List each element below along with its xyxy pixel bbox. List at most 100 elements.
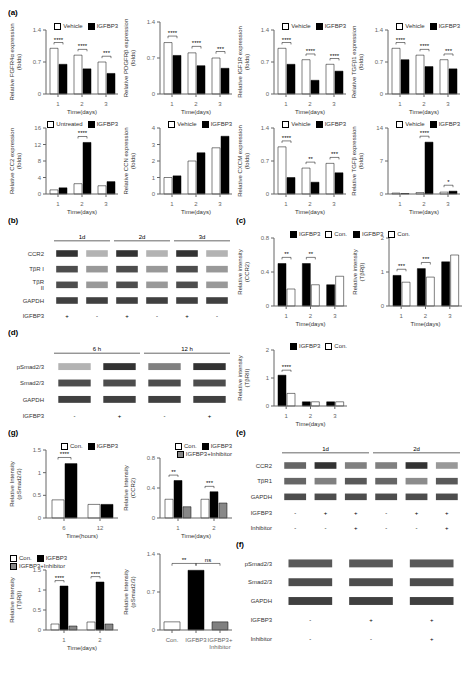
svg-text:3d: 3d [199,234,206,240]
svg-text:Relative CC2 expression(folds): Relative CC2 expression(folds) [9,128,22,194]
svg-text:2: 2 [309,313,313,319]
svg-text:Relative Intensity(pSmad2/3): Relative Intensity(pSmad2/3) [9,461,22,507]
svg-text:0.7: 0.7 [147,589,156,595]
svg-text:0.8: 0.8 [261,235,270,241]
svg-text:1: 1 [399,313,403,319]
svg-text:pSmad2/3: pSmad2/3 [245,561,273,567]
svg-text:2: 2 [152,158,156,164]
svg-text:****: **** [420,43,430,49]
svg-text:3: 3 [448,313,452,319]
svg-text:1: 1 [266,375,270,381]
svg-text:2: 2 [212,525,216,531]
svg-text:Relative TGFβ expression(folds: Relative TGFβ expression(folds) [351,126,364,195]
svg-text:1d: 1d [322,446,329,452]
svg-text:Relative PDGFRβ expression(fol: Relative PDGFRβ expression(folds) [123,19,136,97]
svg-text:-: - [74,413,76,419]
svg-text:1: 1 [398,101,402,107]
svg-text:CCR2: CCR2 [28,251,45,257]
svg-text:1.4: 1.4 [147,551,156,557]
svg-text:3: 3 [332,101,336,107]
svg-text:1.5: 1.5 [33,447,42,453]
svg-text:IGFBP3: IGFBP3 [251,617,273,623]
svg-text:2: 2 [422,201,426,207]
svg-text:0.5: 0.5 [33,492,42,498]
svg-text:****: **** [420,130,430,136]
svg-text:1.4: 1.4 [261,27,270,33]
svg-text:pSmad2/3: pSmad2/3 [17,364,45,370]
svg-text:0: 0 [380,191,384,197]
svg-text:2: 2 [381,235,385,241]
svg-text:****: **** [168,30,178,36]
svg-text:+: + [208,413,212,419]
svg-text:2d: 2d [139,234,146,240]
svg-text:1.5: 1.5 [33,567,42,573]
svg-text:Relative TGFβ1 expression(fold: Relative TGFβ1 expression(folds) [351,26,364,99]
svg-text:7: 7 [380,158,384,164]
svg-text:0.7: 0.7 [375,59,384,65]
svg-text:Smad2/3: Smad2/3 [20,380,45,386]
svg-text:Relative Intensity(pSmad2/3): Relative Intensity(pSmad2/3) [123,569,136,615]
svg-text:1d: 1d [79,234,86,240]
svg-text:0: 0 [38,627,42,633]
svg-text:+: + [430,636,434,642]
svg-text:**: ** [308,156,313,162]
svg-text:****: **** [60,451,70,457]
svg-text:0.7: 0.7 [261,158,270,164]
svg-text:0: 0 [266,191,270,197]
svg-text:CCR2: CCR2 [256,463,273,469]
svg-text:****: **** [55,575,65,581]
svg-text:****: **** [54,37,64,43]
svg-text:0.5: 0.5 [33,607,42,613]
svg-text:IGFBP3: IGFBP3 [23,313,45,319]
svg-text:1: 1 [56,201,60,207]
svg-text:0: 0 [266,403,270,409]
svg-text:-: - [96,313,98,319]
svg-text:-: - [294,510,296,516]
svg-text:14: 14 [376,125,383,131]
svg-text:1: 1 [170,201,174,207]
svg-text:Time(days): Time(days) [411,321,441,327]
svg-text:IGFBP3: IGFBP3 [23,413,45,419]
svg-text:TβRII: TβRII [33,279,45,291]
svg-text:3: 3 [104,101,108,107]
svg-text:+: + [354,525,358,531]
svg-text:3: 3 [333,313,337,319]
svg-text:3: 3 [332,201,336,207]
svg-text:8: 8 [38,158,42,164]
svg-text:1: 1 [62,637,66,643]
svg-text:1: 1 [284,313,288,319]
svg-text:0.7: 0.7 [261,59,270,65]
svg-text:1: 1 [56,101,60,107]
svg-text:Time(days): Time(days) [296,321,326,327]
svg-text:2: 2 [422,101,426,107]
svg-text:1: 1 [152,175,156,181]
svg-text:****: **** [306,48,316,54]
svg-text:GAPDH: GAPDH [23,397,44,403]
svg-text:0.8: 0.8 [147,455,156,461]
svg-text:1.4: 1.4 [375,27,384,33]
svg-text:***: *** [422,256,430,262]
svg-text:***: *** [445,48,453,54]
svg-text:Time(days): Time(days) [67,209,97,215]
svg-text:+: + [65,313,69,319]
svg-text:****: **** [330,53,340,59]
svg-text:****: **** [78,43,88,49]
svg-text:3: 3 [333,413,337,419]
svg-text:2: 2 [308,201,312,207]
svg-text:+: + [118,413,122,419]
svg-text:Time(days): Time(days) [409,109,439,115]
svg-text:***: *** [398,263,406,269]
svg-text:ns: ns [205,557,211,563]
svg-text:2: 2 [98,637,102,643]
svg-text:-: - [370,636,372,642]
svg-text:1: 1 [284,101,288,107]
svg-text:+: + [369,617,373,623]
svg-text:Inhibitor: Inhibitor [251,636,272,642]
svg-text:Time(days): Time(days) [296,421,326,427]
svg-text:0: 0 [152,627,156,633]
svg-text:16: 16 [34,125,41,131]
svg-text:****: **** [78,130,88,136]
svg-text:-: - [156,313,158,319]
svg-text:1: 1 [38,470,42,476]
svg-text:0: 0 [38,191,42,197]
